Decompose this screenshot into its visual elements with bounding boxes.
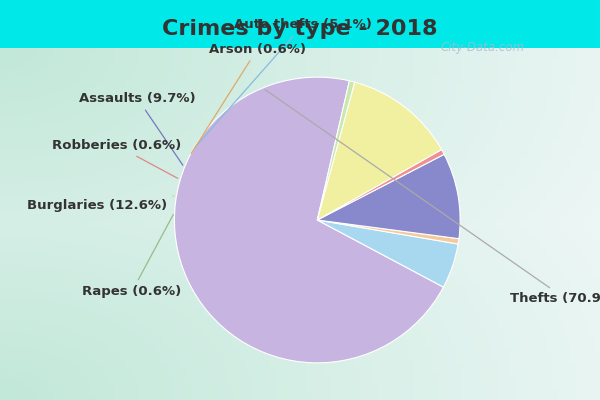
Wedge shape (317, 82, 442, 220)
Wedge shape (317, 220, 458, 287)
Text: Thefts (70.9%): Thefts (70.9%) (265, 90, 600, 305)
Text: Crimes by type - 2018: Crimes by type - 2018 (162, 18, 438, 39)
Wedge shape (317, 81, 355, 220)
Wedge shape (317, 220, 459, 244)
Wedge shape (317, 154, 460, 239)
Text: Rapes (0.6%): Rapes (0.6%) (82, 214, 182, 298)
Wedge shape (317, 150, 444, 220)
Text: Auto thefts (5.1%): Auto thefts (5.1%) (195, 18, 372, 148)
Text: Burglaries (12.6%): Burglaries (12.6%) (27, 196, 174, 212)
Text: Assaults (9.7%): Assaults (9.7%) (79, 92, 196, 165)
Text: City-Data.com: City-Data.com (440, 42, 524, 54)
Wedge shape (175, 77, 443, 363)
Text: Arson (0.6%): Arson (0.6%) (191, 43, 306, 154)
Text: Robberies (0.6%): Robberies (0.6%) (52, 139, 182, 178)
